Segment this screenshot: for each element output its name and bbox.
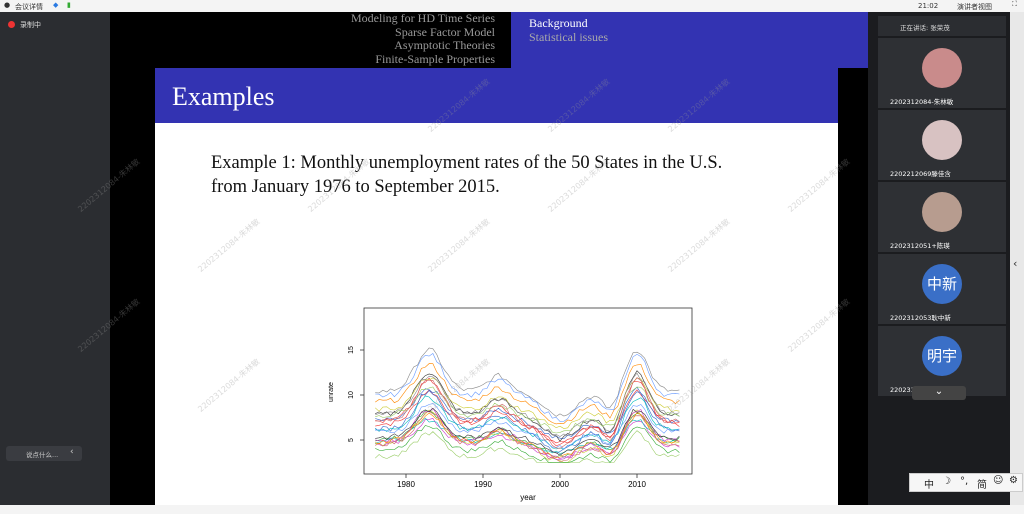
x-tick-label: 1980 bbox=[397, 480, 415, 489]
avatar: 明宇 bbox=[922, 336, 962, 376]
participant-name: 2202212069滕佳含 bbox=[890, 170, 951, 178]
ime-emoji[interactable]: ☺ bbox=[993, 475, 1004, 486]
plot-line bbox=[375, 395, 680, 450]
rec-dot bbox=[8, 21, 15, 28]
participant-tile[interactable]: 中新 2202312053耿中新 bbox=[878, 254, 1006, 324]
title-bar: Examples bbox=[155, 68, 838, 123]
plot-line bbox=[375, 386, 680, 440]
ime-moon[interactable]: ☽ bbox=[942, 476, 951, 487]
plot-line bbox=[375, 363, 680, 425]
x-label: year bbox=[520, 493, 536, 502]
nav-item: Asymptotic Theories bbox=[394, 38, 495, 52]
y-tick-label: 10 bbox=[348, 391, 355, 399]
x-tick-label: 1990 bbox=[474, 480, 492, 489]
text-line: from January 1976 to September 2015. bbox=[211, 177, 500, 197]
nav-current-box: Background Statistical issues bbox=[511, 12, 868, 68]
plot-line bbox=[374, 430, 680, 463]
plot-line bbox=[375, 407, 680, 456]
y-tick-label: 5 bbox=[348, 438, 355, 442]
plot-line bbox=[375, 386, 680, 434]
chat-placeholder: 说点什么... bbox=[26, 451, 59, 459]
plot-line bbox=[375, 417, 680, 454]
plot-line bbox=[375, 390, 680, 454]
recording: 录制中 bbox=[20, 21, 41, 29]
nav-item: Modeling for HD Time Series bbox=[351, 11, 495, 25]
slide-text: Example 1: Monthly unemployment rates of… bbox=[211, 151, 722, 199]
plot-line bbox=[375, 377, 680, 449]
view-mode[interactable]: 演讲者视图 bbox=[957, 3, 992, 11]
participant-name: 2202312084-朱林敏 bbox=[890, 98, 954, 106]
info-icon: ● bbox=[4, 1, 11, 9]
participant-tile[interactable]: 2202212069滕佳含 bbox=[878, 110, 1006, 180]
plot-line bbox=[375, 411, 680, 463]
y-tick-label: 15 bbox=[348, 346, 355, 354]
text-line: Example 1: Monthly unemployment rates of… bbox=[211, 153, 723, 173]
slide-body: Example 1: Monthly unemployment rates of… bbox=[155, 123, 838, 505]
expand[interactable]: ‹ bbox=[1013, 257, 1018, 270]
ime-settings[interactable]: ⚙ bbox=[1009, 475, 1018, 486]
collapse[interactable]: ‹ bbox=[70, 447, 74, 457]
bottom-bar bbox=[0, 505, 1024, 514]
plot-frame bbox=[363, 307, 693, 475]
left-panel: 录制中 说点什么... ‹ bbox=[0, 12, 110, 505]
avatar bbox=[922, 48, 962, 88]
slide-title: Examples bbox=[172, 82, 275, 111]
y-label: unrate bbox=[328, 382, 335, 402]
nav-sub: Statistical issues bbox=[529, 29, 608, 44]
participant-tile[interactable]: 2202312051+陈瑛 bbox=[878, 182, 1006, 252]
participant-name: 2202312053耿中新 bbox=[890, 314, 951, 322]
ime-toolbar: 中 ☽ °, 简 ☺ ⚙ bbox=[909, 473, 1023, 492]
fullscreen[interactable]: ⛶ bbox=[1012, 0, 1017, 8]
participant-name: 2202312048 bbox=[890, 386, 932, 394]
side-strip: ‹ bbox=[1010, 12, 1024, 505]
plot-line bbox=[375, 403, 680, 450]
meeting-info[interactable]: 会议详情 bbox=[15, 3, 43, 11]
scroll-down[interactable]: ⌄ bbox=[912, 386, 966, 400]
x-tick-label: 2000 bbox=[551, 480, 569, 489]
clock: 21:02 bbox=[918, 2, 939, 10]
chat-input[interactable]: 说点什么... bbox=[6, 446, 82, 461]
plot-line bbox=[375, 412, 680, 458]
plot-line bbox=[375, 372, 680, 437]
participant-tile[interactable]: 2202312084-朱林敏 bbox=[878, 38, 1006, 108]
shield-icon: ◆ bbox=[53, 1, 59, 9]
plot-line bbox=[375, 347, 680, 417]
participant-tile[interactable]: 明宇 2202312048 bbox=[878, 326, 1006, 396]
ime-mode[interactable]: 中 bbox=[924, 480, 934, 491]
plot-line bbox=[375, 389, 680, 444]
avatar: 中新 bbox=[922, 264, 962, 304]
plot-line bbox=[375, 425, 680, 463]
plot-line bbox=[375, 353, 680, 422]
plot-line bbox=[374, 377, 680, 429]
speaking: 正在讲话: 张荣茂 bbox=[900, 24, 950, 32]
ime-punct[interactable]: °, bbox=[960, 476, 969, 487]
nav-item: Finite-Sample Properties bbox=[375, 51, 495, 66]
avatar bbox=[922, 120, 962, 160]
participant-name: 2202312051+陈瑛 bbox=[890, 242, 950, 250]
ime-charset[interactable]: 简 bbox=[977, 480, 987, 491]
x-tick-label: 2010 bbox=[628, 480, 646, 489]
plot-lines bbox=[374, 347, 680, 463]
nav-current: Background bbox=[529, 16, 588, 30]
top-bar: ● 会议详情 ◆ ▮ 21:02 演讲者视图 ⛶ bbox=[0, 0, 1024, 12]
avatar bbox=[922, 192, 962, 232]
speaker-bar: 正在讲话: 张荣茂 bbox=[878, 16, 1006, 36]
signal-icon: ▮ bbox=[67, 1, 71, 9]
nav-item: Sparse Factor Model bbox=[395, 24, 495, 39]
nav-sections: Modeling for HD Time Series Sparse Facto… bbox=[110, 11, 495, 68]
